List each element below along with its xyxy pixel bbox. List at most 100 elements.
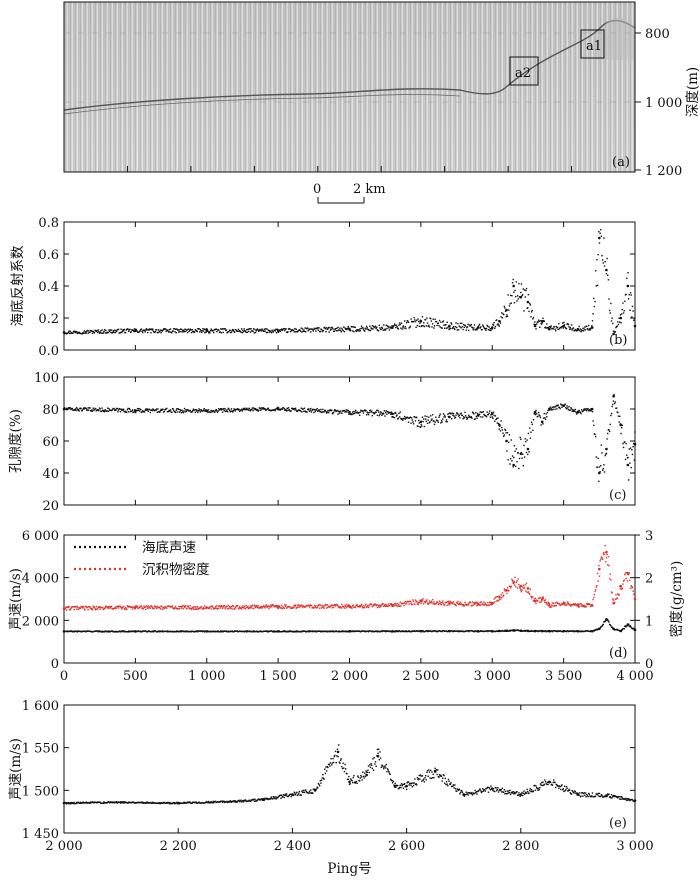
- panel-d-series-1-dot: [396, 605, 398, 607]
- panel-c-series-0-dot: [306, 411, 308, 413]
- panel-c-series-0-dot: [427, 419, 429, 421]
- panel-d-series-1-dot: [422, 598, 424, 600]
- panel-d-series-1-dot: [284, 605, 287, 608]
- panel-c-series-0-dot: [594, 435, 597, 438]
- panel-b-series-0-dot: [626, 277, 628, 280]
- panel-d-series-1-dot: [379, 605, 382, 608]
- panel-d-series-0-dot: [180, 630, 182, 632]
- panel-d-series-1-dot: [338, 606, 341, 609]
- panel-c-series-0-dot: [185, 410, 188, 413]
- panel-e-series-0-dot: [475, 792, 477, 794]
- panel-c-series-0-dot: [420, 423, 422, 426]
- panel-e-series-0-dot: [541, 781, 543, 784]
- panel-c-series-0-dot: [147, 409, 149, 411]
- panel-c-series-0-dot: [244, 407, 246, 410]
- panel-d-series-1-dot: [513, 582, 515, 585]
- panel-b-series-0-dot: [229, 329, 231, 331]
- panel-e-series-0-dot: [321, 777, 323, 779]
- panel-b-series-0-dot: [289, 330, 292, 333]
- panel-d-series-1-dot: [220, 605, 222, 608]
- panel-c-series-0-point-9: [490, 412, 494, 416]
- panel-d-ytick-r-label-1: 1: [645, 614, 653, 629]
- panel-b-series-0-dot: [624, 300, 626, 302]
- panel-d-series-1-dot: [121, 606, 124, 609]
- panel-b-series-0-dot: [91, 330, 93, 332]
- panel-e-series-0-dot: [398, 787, 400, 790]
- panel-b-series-0-point-10: [498, 319, 501, 323]
- panel-e-series-0-dot: [159, 801, 161, 804]
- panel-c-series-0-dot: [401, 418, 403, 420]
- panel-b-series-0-dot: [239, 329, 241, 332]
- panel-b-series-0-dot: [246, 328, 248, 331]
- panel-b-series-0-dot: [443, 327, 446, 329]
- panel-c-series-0-dot: [213, 410, 215, 412]
- panel-c-series-0-dot: [93, 409, 96, 411]
- panel-b-series-0-dot: [132, 329, 134, 332]
- panel-b-series-0-dot: [434, 318, 436, 321]
- panel-e-series-0-dot: [285, 794, 287, 797]
- panel-c-series-0-dot: [465, 416, 467, 419]
- panel-d-series-1-dot: [490, 601, 492, 604]
- panel-c-series-0-point-12: [512, 463, 515, 467]
- panel-d-series-0-dot: [529, 630, 532, 633]
- panel-d-series-1-dot: [416, 600, 418, 602]
- panel-d-series-1-dot: [173, 608, 175, 610]
- panel-e-series-0-dot: [609, 796, 611, 798]
- panel-b-series-0-dot: [506, 315, 509, 318]
- panel-c-series-0-dot: [499, 430, 502, 432]
- panel-b-series-0-dot: [122, 330, 125, 332]
- panel-d-series-1-dot: [92, 605, 94, 607]
- panel-d-series-0-dot: [287, 631, 290, 633]
- panel-e-series-0-dot: [562, 788, 565, 790]
- panel-d-series-1-dot: [65, 609, 68, 611]
- panel-b-series-0-dot: [370, 327, 372, 329]
- panel-c-label: (c): [609, 488, 626, 503]
- panel-d-series-1-dot: [251, 604, 254, 607]
- panel-d-series-1-dot: [509, 585, 511, 588]
- panel-b-series-0-dot: [570, 324, 573, 326]
- panel-d-series-1-dot: [267, 605, 269, 607]
- panel-e-series-0-dot: [624, 798, 626, 801]
- panel-d-series-0-point-3: [276, 630, 280, 633]
- panel-d-series-1-dot: [417, 603, 420, 605]
- panel-c-series-0-dot: [600, 444, 603, 446]
- panel-d-series-0-dot: [320, 631, 322, 633]
- panel-e-series-0-dot: [275, 798, 278, 800]
- panel-d-series-1-dot: [492, 602, 495, 604]
- panel-d-series-1-dot: [323, 607, 325, 609]
- panel-e-series-0-dot: [296, 791, 298, 794]
- panel-c-series-0-dot: [493, 414, 495, 417]
- panel-c-series-0-dot: [322, 408, 324, 411]
- panel-b-series-0-dot: [515, 295, 517, 298]
- panel-d-series-1-dot: [390, 603, 393, 605]
- panel-c-series-0-dot: [65, 408, 67, 411]
- panel-e-series-0-dot: [500, 788, 502, 791]
- panel-b-series-0-dot: [580, 330, 582, 333]
- panel-c-series-0-dot: [217, 410, 219, 412]
- panel-b-series-0-dot: [473, 327, 475, 329]
- panel-b-series-0-dot: [369, 329, 372, 332]
- panel-d-series-1-dot: [272, 604, 275, 606]
- panel-b-series-0-dot: [279, 330, 282, 333]
- panel-b-series-0-dot: [534, 321, 536, 323]
- panel-d-series-1-dot: [454, 604, 457, 606]
- panel-d-series-1-dot: [611, 592, 613, 594]
- panel-c-series-0-dot: [310, 407, 312, 410]
- panel-b-series-0-dot: [152, 330, 155, 332]
- panel-c-series-0-dot: [220, 408, 222, 410]
- panel-d-series-1-dot: [228, 607, 230, 610]
- panel-d-series-1-dot: [131, 606, 133, 608]
- panel-c-series-0-dot: [396, 414, 398, 416]
- panel-c-series-0-dot: [148, 408, 151, 411]
- panel-e-series-0-dot: [211, 801, 214, 804]
- scale-bar-zero: 0: [313, 182, 321, 197]
- panel-b-series-0-dot: [145, 328, 148, 330]
- panel-b-series-0-dot: [432, 318, 434, 320]
- panel-c-series-0-dot: [634, 431, 636, 433]
- panel-d-series-1-dot: [418, 601, 420, 604]
- panel-c-series-0-dot: [473, 413, 475, 415]
- panel-d-series-0-point-11: [505, 629, 508, 633]
- panel-e-series-0-dot: [341, 765, 343, 768]
- panel-e-series-0-point-4: [262, 798, 266, 802]
- panel-c-series-0-dot: [515, 448, 518, 450]
